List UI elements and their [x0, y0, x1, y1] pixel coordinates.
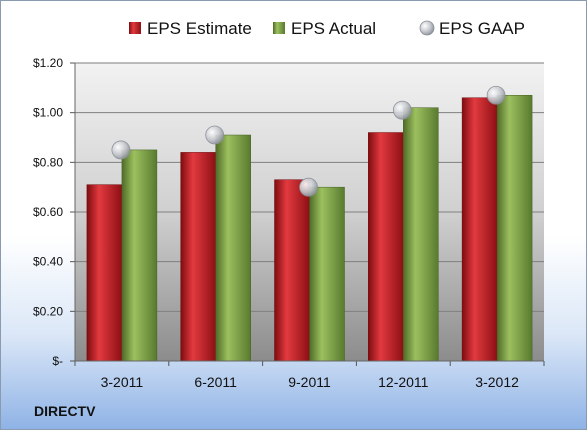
legend-swatch-eps-gaap: [419, 20, 435, 36]
bar-eps-actual: [309, 186, 345, 362]
legend-swatch-eps-actual: [273, 22, 285, 34]
y-tick-label: $-: [52, 354, 63, 368]
marker-eps-gaap: [486, 85, 506, 105]
marker-eps-gaap: [392, 100, 412, 120]
y-tick-label: $0.40: [33, 255, 63, 269]
x-tick-label: 12-2011: [378, 374, 429, 390]
bar-eps-estimate: [461, 97, 498, 362]
bar-eps-estimate: [180, 152, 216, 362]
y-tick-label: $0.20: [33, 304, 63, 318]
x-tick-label: 3-2011: [101, 374, 144, 390]
y-tick-label: $0.60: [33, 205, 63, 219]
legend-label: EPS Estimate: [147, 19, 252, 38]
bar-eps-estimate: [368, 132, 404, 362]
marker-eps-gaap: [111, 140, 131, 160]
gaap-markers: [111, 85, 506, 197]
marker-eps-gaap: [299, 177, 318, 197]
bar-eps-estimate: [274, 179, 310, 362]
bar-eps-actual: [403, 107, 439, 362]
x-tick-label: 3-2012: [475, 374, 519, 390]
legend-label: EPS GAAP: [439, 19, 525, 38]
x-tick-label: 9-2011: [288, 374, 331, 390]
company-label: DIRECTV: [34, 403, 96, 419]
bar-eps-estimate: [86, 184, 123, 362]
x-tick-label: 6-2011: [194, 374, 237, 390]
bar-eps-actual: [496, 95, 533, 362]
legend: EPS Estimate EPS Actual EPS GAAP: [129, 19, 525, 38]
marker-eps-gaap: [205, 125, 225, 145]
x-axis: 3-2011 6-2011 9-2011 12-2011 3-2012: [74, 360, 545, 390]
legend-label: EPS Actual: [291, 19, 376, 38]
legend-swatch-eps-estimate: [129, 22, 141, 34]
y-axis: $- $0.20 $0.40 $0.60 $0.80 $1.00 $1.20: [33, 56, 76, 368]
y-tick-label: $0.80: [33, 155, 63, 169]
y-tick-label: $1.20: [33, 56, 63, 70]
bar-eps-actual: [121, 149, 158, 362]
y-tick-label: $1.00: [33, 106, 63, 120]
bar-eps-actual: [215, 134, 251, 362]
bars: [86, 95, 533, 362]
